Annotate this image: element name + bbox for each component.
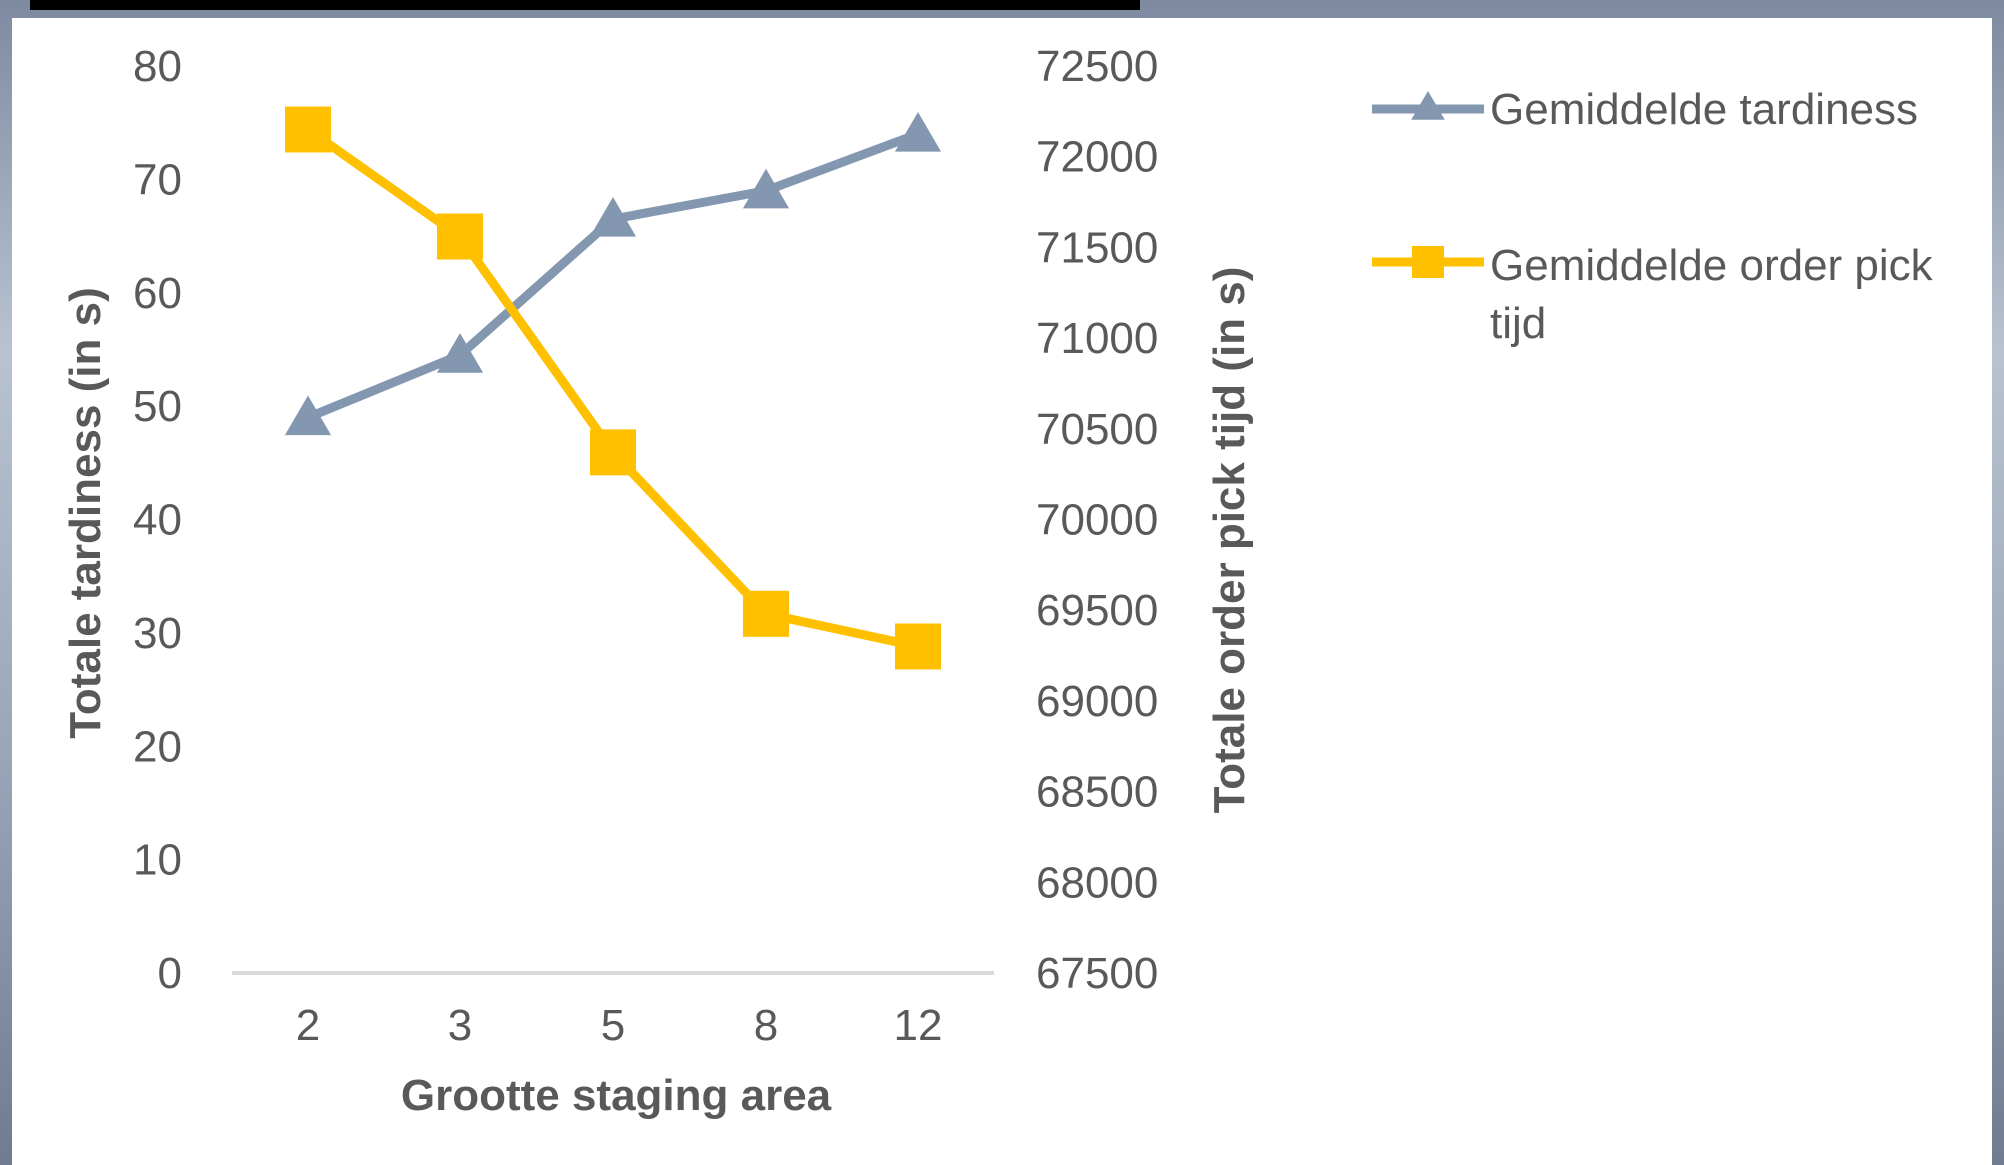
legend-label-order-pick: Gemiddelde order pick (1490, 241, 1934, 290)
axes-layer: 0 10 20 30 40 50 60 70 80 67500 68000 68500 69000 695… (61, 42, 1254, 1120)
series-line-1 (306, 129, 920, 422)
data-point-square (590, 429, 636, 476)
y-right-tick-label: 68000 (1036, 858, 1158, 907)
top-black-bar (30, 0, 1140, 10)
x-tick-label: 12 (894, 1001, 943, 1050)
y-right-tick-label: 70000 (1036, 496, 1158, 545)
legend-label-order-pick-wrap: tijd (1490, 299, 1546, 348)
series-layer (284, 106, 942, 670)
data-point-triangle (436, 333, 484, 373)
y-right-tick-label: 69000 (1036, 677, 1158, 726)
legend-label-tardiness: Gemiddelde tardiness (1490, 85, 1918, 134)
line-chart: 0 10 20 30 40 50 60 70 80 67500 68000 68500 69000 695… (61, 42, 1934, 1120)
x-tick-label: 5 (601, 1001, 625, 1050)
data-point-square (743, 590, 789, 637)
y-left-tick-label: 10 (133, 836, 182, 885)
data-point-triangle (284, 395, 332, 436)
data-point-triangle (742, 168, 790, 209)
x-axis-title: Grootte staging area (401, 1071, 832, 1120)
data-point-triangle (894, 112, 942, 152)
y-right-tick-label: 71000 (1036, 314, 1158, 363)
x-tick-label: 3 (448, 1001, 472, 1050)
y-left-tick-label: 0 (158, 949, 182, 998)
y-left-tick-label: 20 (133, 722, 182, 771)
legend-marker-tardiness (1411, 91, 1445, 120)
data-point-triangle (589, 197, 637, 237)
y-right-tick-label: 71500 (1036, 223, 1158, 272)
data-point-square (285, 106, 331, 153)
y-right-tick-label: 72500 (1036, 42, 1158, 91)
legend-marker-order-pick (1412, 246, 1444, 278)
legend: Gemiddelde tardiness Gemiddelde order pic… (1372, 85, 1934, 348)
y-right-tick-label: 68500 (1036, 768, 1158, 817)
y-left-tick-label: 30 (133, 609, 182, 658)
y-right-axis-title: Totale order pick tijd (in s) (1205, 267, 1254, 814)
y-right-tick-label: 69500 (1036, 586, 1158, 635)
data-point-square (437, 213, 483, 260)
y-right-tick-label: 67500 (1036, 949, 1158, 998)
chart-panel: 0 10 20 30 40 50 60 70 80 67500 68000 68500 69000 695… (12, 18, 1992, 1165)
y-left-tick-label: 60 (133, 269, 182, 318)
x-tick-label: 2 (296, 1001, 320, 1050)
y-left-tick-label: 80 (133, 42, 182, 91)
y-left-tick-label: 50 (133, 382, 182, 431)
y-right-tick-label: 70500 (1036, 405, 1158, 454)
x-tick-label: 8 (754, 1001, 778, 1050)
y-left-axis-title: Totale tardiness (in s) (61, 287, 110, 739)
y-right-tick-label: 72000 (1036, 133, 1158, 182)
y-left-tick-label: 40 (133, 496, 182, 545)
data-point-square (895, 623, 941, 670)
y-left-tick-label: 70 (133, 155, 182, 204)
